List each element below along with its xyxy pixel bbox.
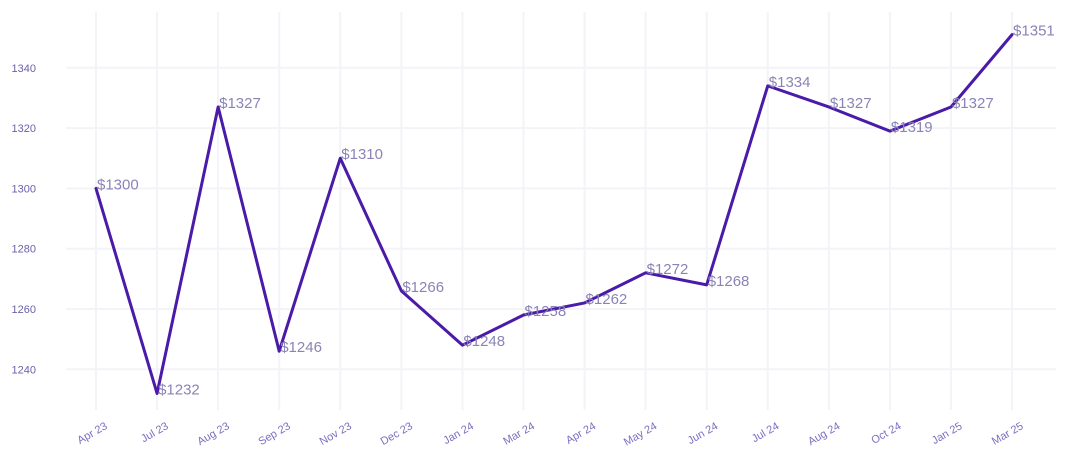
x-tick-label: Jan 25 <box>930 420 965 447</box>
data-labels: $1300 $1232 $1327 $1246 $1310 $1266 $1248 $1258… <box>97 23 1055 399</box>
data-label: $1272 <box>647 261 689 278</box>
y-tick-label: 1320 <box>12 123 36 135</box>
y-tick-label: 1340 <box>12 63 36 75</box>
data-label: $1334 <box>769 74 811 91</box>
y-tick-label: 1240 <box>12 364 36 376</box>
grid <box>66 12 1056 410</box>
x-tick-label: Dec 23 <box>379 420 415 448</box>
x-tick-label: Mar 24 <box>501 420 537 448</box>
data-label: $1319 <box>891 119 933 136</box>
data-label: $1268 <box>708 273 750 290</box>
data-label: $1266 <box>402 279 444 296</box>
x-tick-label: Jul 23 <box>139 420 170 445</box>
x-tick-label: Oct 24 <box>869 420 903 447</box>
y-tick-label: 1280 <box>12 244 36 256</box>
data-label: $1300 <box>97 176 139 193</box>
x-tick-label: Sep 23 <box>257 420 293 448</box>
x-tick-label: Aug 24 <box>806 420 842 448</box>
x-tick-label: Apr 23 <box>75 420 109 447</box>
data-label: $1327 <box>830 95 872 112</box>
series-line <box>94 33 1014 395</box>
x-tick-label: Nov 23 <box>318 420 354 448</box>
x-tick-label: Apr 24 <box>564 420 598 447</box>
x-axis-ticks: Apr 23 Jul 23 Aug 23 Sep 23 Nov 23 Dec 23 Jan … <box>75 420 1025 448</box>
data-label: $1232 <box>158 381 200 398</box>
y-tick-label: 1260 <box>12 304 36 316</box>
x-tick-label: Aug 23 <box>195 420 231 448</box>
x-tick-label: May 24 <box>622 420 659 448</box>
x-tick-label: Jan 24 <box>441 420 476 447</box>
data-label: $1327 <box>219 95 261 112</box>
data-label: $1262 <box>586 291 628 308</box>
data-label: $1258 <box>524 303 566 320</box>
data-label: $1351 <box>1013 23 1055 40</box>
data-label: $1327 <box>952 95 994 112</box>
x-tick-label: Jul 24 <box>750 420 781 445</box>
data-label: $1248 <box>463 333 505 350</box>
x-tick-label: Jun 24 <box>686 420 721 447</box>
data-label: $1246 <box>280 339 322 356</box>
x-tick-label: Mar 25 <box>990 420 1026 448</box>
data-label: $1310 <box>341 146 383 163</box>
y-axis-ticks: 1240 1260 1280 1300 1320 1340 <box>12 63 36 377</box>
y-tick-label: 1300 <box>12 183 36 195</box>
